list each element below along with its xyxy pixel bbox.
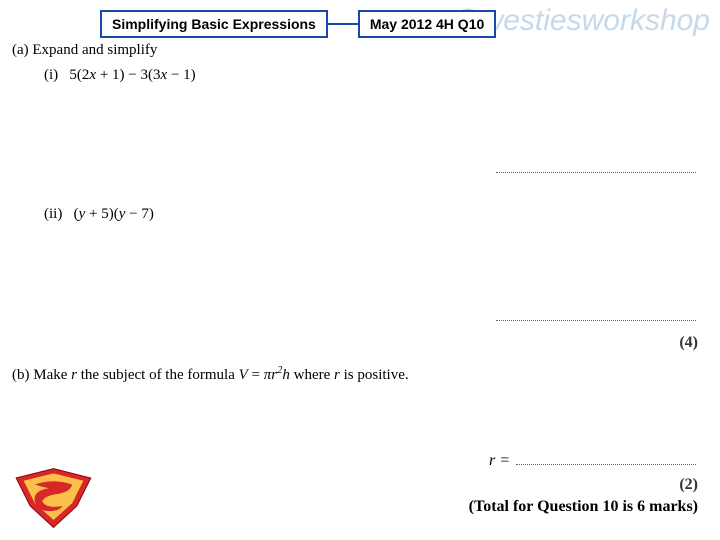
part-b-label: (b) Make r the subject of the formula V … (12, 365, 708, 384)
ii-expression: (y + 5)(y − 7) (74, 206, 154, 222)
b-formula-lhs: V (239, 367, 248, 383)
b-suffix: is positive. (340, 367, 409, 383)
part-a-ii: (ii) (y + 5)(y − 7) (44, 206, 708, 223)
i-expression: 5(2x + 1) − 3(3x − 1) (69, 67, 195, 83)
topic-label: Simplifying Basic Expressions (100, 10, 328, 38)
i-label: (i) (44, 67, 58, 83)
total-marks: (Total for Question 10 is 6 marks) (469, 498, 698, 516)
answer-line-aii (496, 320, 696, 321)
superman-logo-icon (6, 464, 101, 534)
paper-label: May 2012 4H Q10 (358, 10, 496, 38)
answer-line-b (516, 464, 696, 465)
answer-prefix-b: r = (489, 452, 510, 470)
b-prefix: (b) Make (12, 367, 71, 383)
part-a-i: (i) 5(2x + 1) − 3(3x − 1) (44, 67, 708, 84)
header-labels: Simplifying Basic Expressions May 2012 4… (100, 10, 496, 38)
ii-label: (ii) (44, 206, 62, 222)
marks-part-a: (4) (679, 334, 698, 352)
answer-line-ai (496, 172, 696, 173)
label-connector (328, 23, 358, 25)
b-formula-rhs: πr2h (264, 367, 290, 383)
part-a-label: (a) Expand and simplify (12, 42, 708, 59)
b-mid2: where (290, 367, 334, 383)
b-mid1: the subject of the formula (77, 367, 239, 383)
marks-part-b: (2) (679, 476, 698, 494)
b-eq: = (248, 367, 264, 383)
question-body: (a) Expand and simplify (i) 5(2x + 1) − … (12, 42, 708, 384)
